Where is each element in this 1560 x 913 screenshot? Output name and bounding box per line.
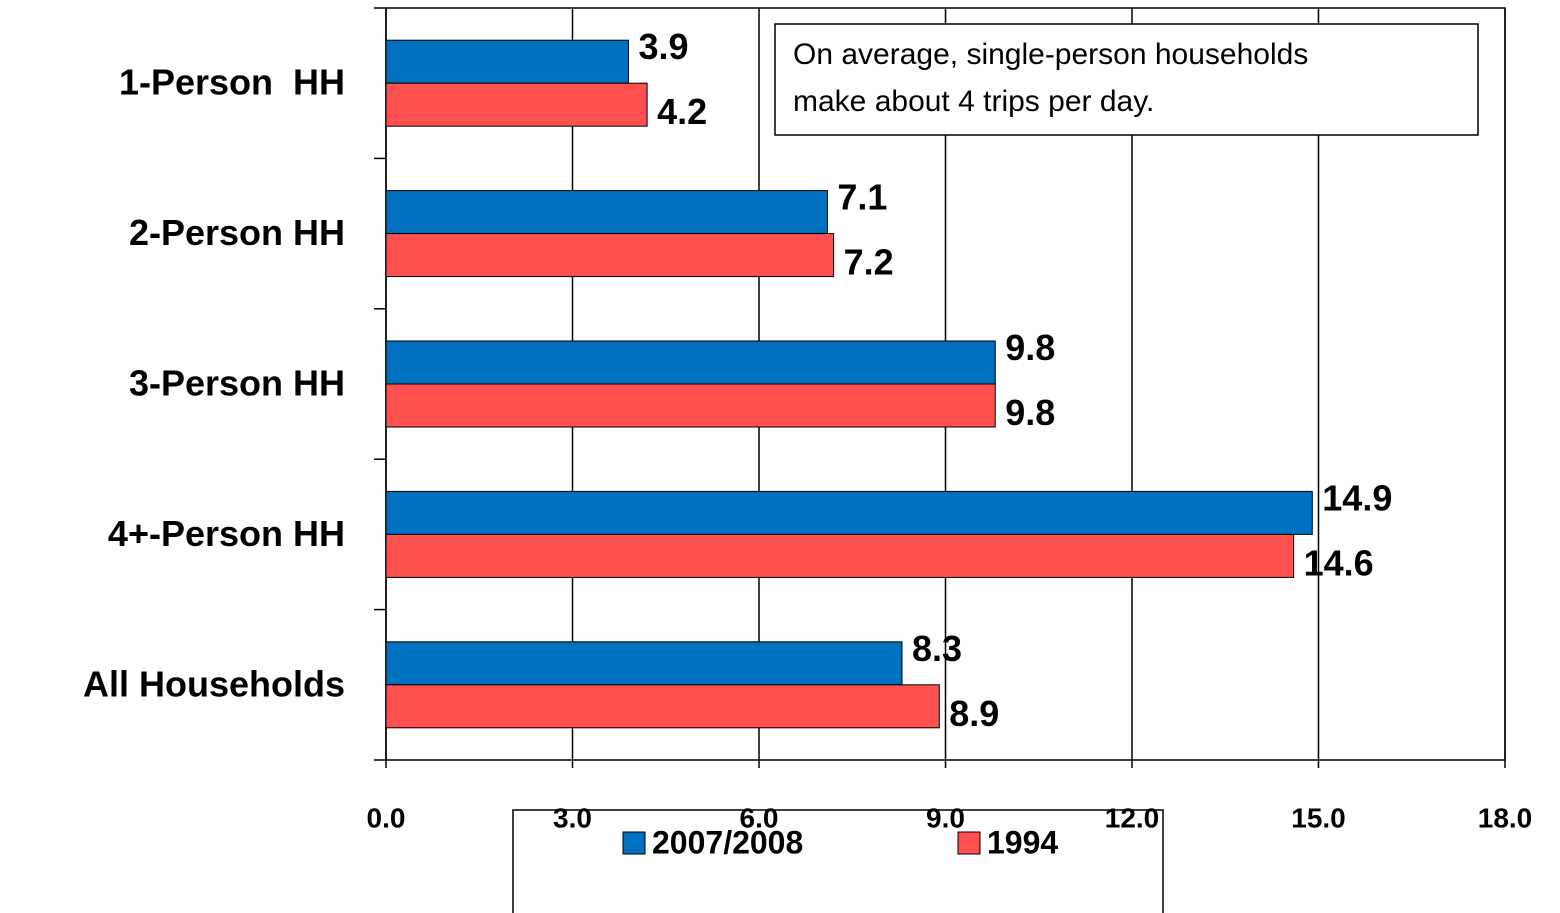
x-tick-label: 12.0 <box>1105 802 1160 833</box>
bar <box>385 383 996 428</box>
y-tick-label: All Households <box>83 663 345 704</box>
bar <box>385 82 648 127</box>
x-tick-label: 3.0 <box>553 802 592 833</box>
legend-label: 1994 <box>987 824 1058 860</box>
value-label: 9.8 <box>1005 392 1055 433</box>
y-tick-label: 1-Person HH <box>119 62 345 103</box>
value-label: 9.8 <box>1005 327 1055 368</box>
x-tick-label: 15.0 <box>1291 802 1346 833</box>
value-label: 7.1 <box>837 177 887 218</box>
bar <box>385 190 828 235</box>
value-label: 7.2 <box>844 242 894 283</box>
x-tick-label: 6.0 <box>740 802 779 833</box>
annotation-line: On average, single-person households <box>793 38 1308 71</box>
legend-box <box>512 809 1164 913</box>
value-label: 8.9 <box>949 693 999 734</box>
bar <box>385 39 629 84</box>
bar <box>385 340 996 385</box>
bar <box>385 533 1295 578</box>
y-tick-label: 4+-Person HH <box>108 513 345 554</box>
legend-swatch <box>622 831 646 855</box>
value-label: 4.2 <box>657 91 707 132</box>
annotation-box <box>774 23 1479 136</box>
bar <box>385 490 1313 535</box>
value-label: 14.6 <box>1304 542 1374 583</box>
x-tick-label: 18.0 <box>1478 802 1533 833</box>
bar <box>385 684 940 729</box>
value-label: 3.9 <box>638 26 688 67</box>
value-label: 14.9 <box>1322 477 1392 518</box>
x-tick-label: 9.0 <box>926 802 965 833</box>
value-label: 8.3 <box>912 628 962 669</box>
legend-swatch <box>957 831 981 855</box>
x-tick-label: 0.0 <box>367 802 406 833</box>
legend-label: 2007/2008 <box>652 824 803 860</box>
bar <box>385 641 903 686</box>
bar <box>385 233 835 278</box>
y-tick-label: 3-Person HH <box>129 363 345 404</box>
annotation-line: make about 4 trips per day. <box>793 85 1154 118</box>
y-tick-label: 2-Person HH <box>129 212 345 253</box>
